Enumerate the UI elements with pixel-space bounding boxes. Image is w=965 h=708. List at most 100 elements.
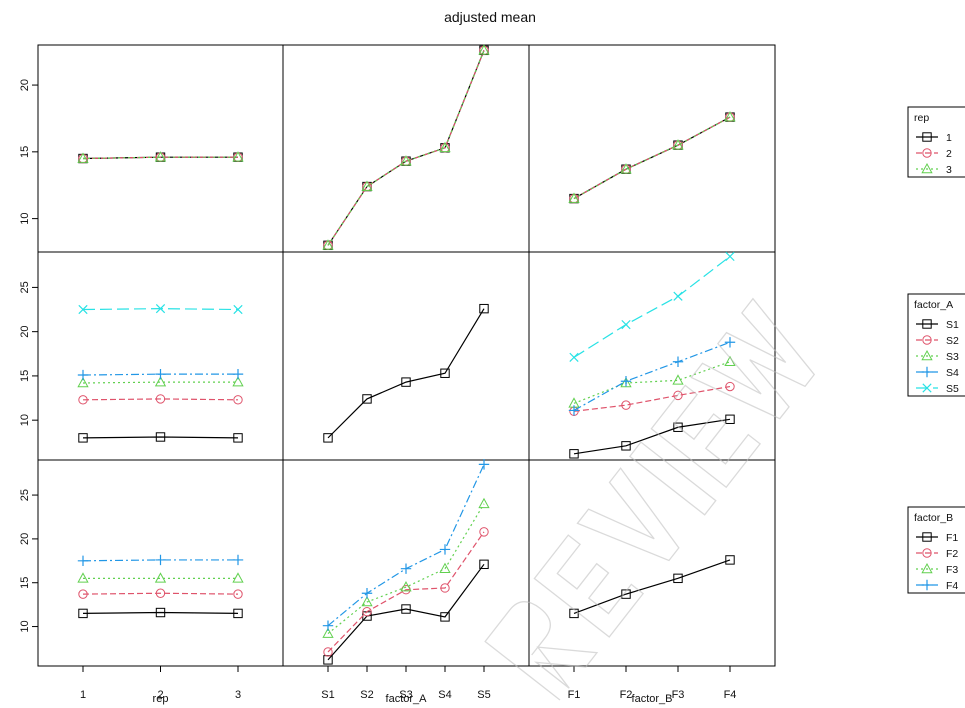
point-F3: [439, 562, 451, 573]
legend-factor_B: factor_B F1 F2 F3 F4: [907, 506, 965, 594]
point-F4: [478, 459, 490, 470]
x-tick-label: S1: [321, 689, 334, 701]
point-F1: [323, 655, 333, 665]
x-axis-label: rep: [153, 693, 169, 705]
y-tick-label: 15: [19, 370, 31, 382]
point-S1: [569, 449, 579, 459]
y-tick-label: 10: [19, 212, 31, 224]
panel-frame: [282, 251, 530, 461]
point-F1: [233, 608, 243, 619]
x-tick-label: 1: [80, 689, 86, 701]
point-S1: [362, 394, 372, 404]
y-tick-label: 25: [19, 489, 31, 501]
legend-marker-F4: [921, 579, 933, 591]
point-3: [400, 155, 412, 166]
point-S3: [620, 376, 632, 388]
legend-marker-2: [922, 148, 932, 158]
series-line-F2: [327, 531, 485, 653]
point-S1: [155, 432, 166, 442]
point-F1: [155, 607, 166, 618]
y-tick-label: 15: [19, 577, 31, 589]
point-F2: [362, 606, 372, 617]
legend-title: rep: [914, 112, 929, 124]
x-axes: 1 2 3 rep S1 S2 S3 S4 S5 factor_A F1 F2 F3 F4 factor_B: [80, 666, 736, 705]
point-F1: [78, 608, 88, 619]
series-line-S3: [82, 381, 238, 384]
series-line-3: [573, 116, 731, 200]
legend-box: [907, 293, 965, 397]
point-S2: [233, 395, 243, 405]
panels: 10 15 20 10 15 20 25 10 15 20 25: [19, 44, 776, 667]
point-F1: [440, 612, 450, 622]
point-3: [232, 151, 244, 162]
point-S2: [725, 381, 735, 392]
legend-entry: S1: [946, 319, 959, 331]
panel-frame: [282, 459, 530, 667]
legend-entry: S2: [946, 335, 959, 347]
x-tick-label: S2: [360, 689, 373, 701]
point-F1: [569, 608, 579, 619]
x-axis-label: factor_A: [386, 693, 428, 705]
point-F1: [401, 604, 411, 614]
legend-marker-1: [922, 132, 932, 142]
y-tick-label: 20: [19, 79, 31, 91]
series-line-S5: [573, 255, 731, 358]
x-tick-label: 3: [235, 689, 241, 701]
panel-r2-c1: [37, 251, 284, 461]
point-S4: [77, 369, 89, 381]
point-S1: [440, 368, 450, 378]
series-line-F2: [82, 592, 239, 595]
point-S5: [725, 251, 735, 262]
point-F2: [233, 589, 243, 599]
point-S4: [672, 356, 684, 367]
point-S2: [78, 395, 88, 405]
series-line-S1: [82, 436, 239, 439]
point-F1: [479, 559, 489, 570]
point-F4: [322, 620, 334, 631]
legend-entry: 3: [946, 164, 952, 176]
x-tick-label: F2: [620, 689, 633, 701]
point-S2: [673, 390, 683, 401]
point-F4: [77, 555, 89, 567]
legend-title: factor_B: [914, 512, 953, 524]
legend-marker-S5: [922, 383, 932, 393]
point-F4: [400, 563, 412, 574]
panel-frame: [282, 44, 530, 253]
point-3: [154, 151, 167, 162]
point-F3: [232, 572, 244, 583]
point-S1: [621, 441, 631, 451]
series-line-F1: [82, 611, 239, 615]
series-line-S1: [327, 308, 485, 439]
panel-r2-c2: [282, 251, 530, 461]
watermark-letter-6: [690, 297, 816, 420]
point-F4: [155, 554, 166, 566]
panel-r3-c1: [37, 459, 284, 667]
legend-marker-F3: [921, 562, 933, 574]
legend-box: [907, 106, 965, 178]
point-F1: [621, 589, 631, 599]
series-line-1: [327, 50, 485, 246]
series-line-2: [82, 156, 238, 160]
series-line-F4: [327, 464, 485, 627]
legend-entry: S3: [946, 351, 959, 363]
point-F3: [322, 627, 334, 638]
series-line-S2: [82, 398, 239, 401]
point-3: [439, 141, 451, 153]
series-line-2: [327, 50, 485, 246]
legend-rep: rep 1 2 3: [907, 106, 965, 178]
point-F1: [673, 573, 683, 584]
point-S1: [401, 377, 411, 387]
point-F3: [361, 595, 373, 607]
point-S5: [569, 352, 579, 362]
x-tick-label: S3: [399, 689, 412, 701]
legend-entry: S4: [946, 367, 959, 379]
point-F2: [440, 583, 450, 593]
legend-entry: F4: [946, 580, 958, 592]
point-3: [77, 152, 89, 163]
legend-entry: F1: [946, 532, 958, 544]
point-S1: [323, 433, 333, 443]
point-S5: [621, 319, 631, 330]
series-line-S4: [82, 373, 238, 376]
series-line-S1: [573, 418, 731, 455]
legend-marker-S1: [922, 319, 932, 329]
